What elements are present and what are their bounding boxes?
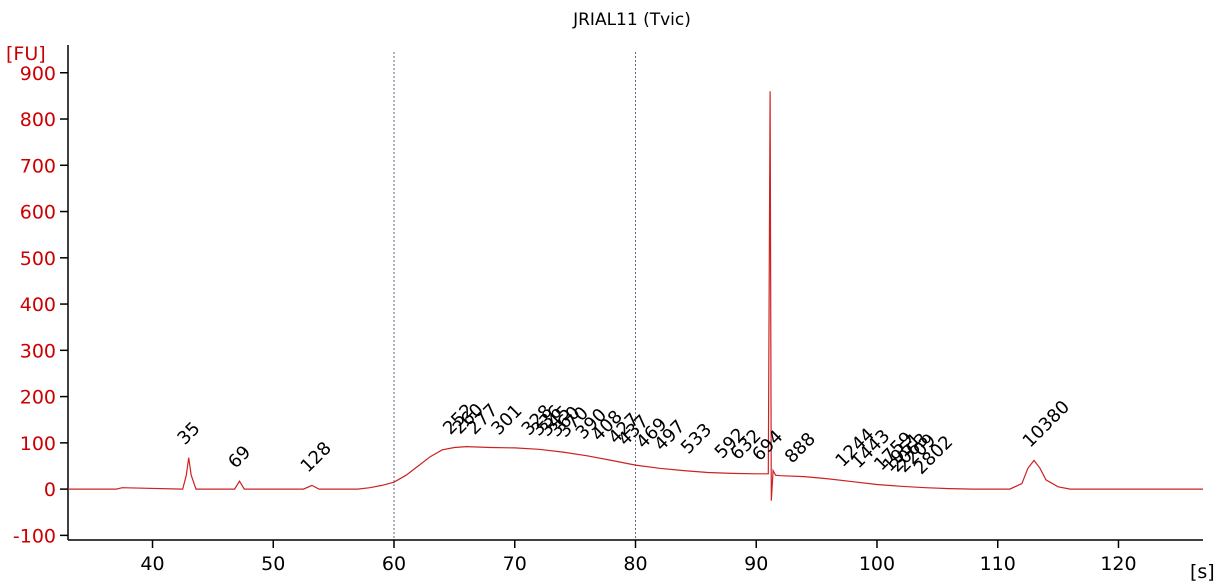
series-layer: [68, 91, 1203, 501]
y-tick-label: 200: [20, 387, 56, 409]
y-tick-label: 100: [20, 433, 56, 455]
x-tick-label: 90: [744, 553, 768, 575]
y-tick-label: 700: [20, 155, 56, 177]
x-tick-label: 50: [261, 553, 285, 575]
peak-label: 10380: [1019, 397, 1074, 452]
x-axis-label: [s]: [1190, 561, 1215, 583]
x-tick-label: 120: [1100, 553, 1136, 575]
y-tick-label: 500: [20, 248, 56, 270]
x-tick-label: 70: [503, 553, 527, 575]
x-tick-label: 40: [140, 553, 164, 575]
y-tick-label: 400: [20, 294, 56, 316]
y-tick-label: 0: [44, 479, 56, 501]
y-tick-label: 600: [20, 202, 56, 224]
x-ticks: 40 50 60 70 80 90 100 110 120: [140, 540, 1137, 575]
y-axis-label: [FU]: [6, 43, 46, 65]
y-tick-label: 800: [20, 109, 56, 131]
series-line-0: [68, 91, 1203, 501]
peak-label: 888: [781, 429, 820, 468]
y-tick-label: 300: [20, 340, 56, 362]
peak-label: 35: [173, 418, 204, 449]
reference-lines: [393, 52, 636, 540]
x-tick-label: 60: [382, 553, 406, 575]
y-ticks: -100 0 100 200 300 400 500 600 700 800 900: [13, 63, 68, 547]
x-tick-label: 80: [623, 553, 647, 575]
x-tick-label: 100: [859, 553, 895, 575]
peak-label: 69: [224, 442, 255, 473]
chart-title: JRIAL11 (Tvic): [572, 10, 691, 30]
peak-label: 128: [297, 438, 336, 477]
y-tick-label: -100: [13, 525, 56, 547]
x-tick-label: 110: [980, 553, 1016, 575]
y-tick-label: 900: [20, 63, 56, 85]
